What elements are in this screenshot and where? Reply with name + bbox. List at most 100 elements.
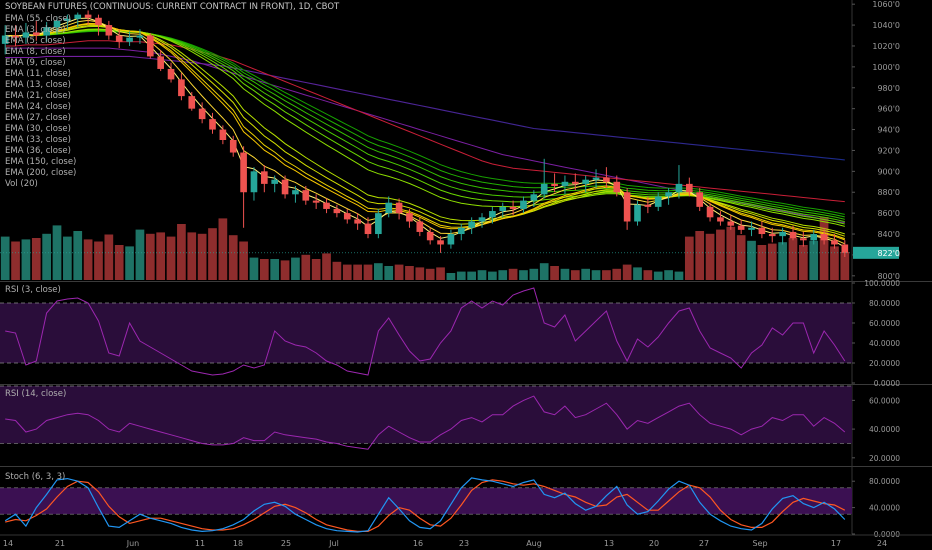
candle — [644, 204, 652, 207]
legend-item[interactable]: EMA (24, close) — [5, 102, 71, 112]
time-tick-label: Jun — [126, 539, 140, 548]
candle — [406, 213, 413, 222]
candle — [592, 177, 600, 180]
legend-item[interactable]: EMA (30, close) — [5, 124, 71, 134]
stoch-d-line — [5, 479, 846, 533]
volume-bar — [187, 232, 197, 280]
volume-bar — [405, 266, 414, 280]
volume-bar — [31, 238, 41, 280]
rsi14-tick-label: 60.0000 — [869, 396, 900, 405]
volume-bar — [197, 233, 207, 280]
legend-item[interactable]: EMA (33, close) — [5, 135, 71, 145]
volume-bar — [716, 229, 725, 280]
candle — [84, 14, 92, 18]
candle — [22, 32, 30, 38]
volume-bar — [736, 235, 746, 280]
rsi3-tick-label: 0.0000 — [874, 379, 900, 388]
candle — [416, 221, 424, 232]
legend-item[interactable]: EMA (21, close) — [5, 91, 71, 101]
volume-bar — [488, 271, 497, 280]
candle — [281, 179, 289, 195]
time-tick-label: Sep — [752, 539, 767, 548]
volume-bar — [177, 224, 186, 280]
candle — [561, 181, 569, 186]
candle — [1, 35, 9, 44]
volume-bar — [322, 253, 331, 280]
price-tick-label: 1060'0 — [872, 0, 900, 9]
time-tick-label: 23 — [459, 539, 469, 548]
ema36-line — [5, 30, 845, 215]
volume-bar — [550, 266, 559, 280]
volume-bar — [757, 245, 767, 280]
price-tick-label: 800'0 — [877, 272, 900, 281]
ema27-line — [5, 29, 845, 223]
candle — [426, 231, 434, 241]
candle — [468, 221, 475, 228]
price-tick-label: 880'0 — [877, 188, 900, 197]
rsi3-tick-label: 100.0000 — [864, 279, 900, 288]
volume-bar — [104, 234, 114, 280]
rsi14-tick-label: 20.0000 — [869, 454, 900, 463]
volume-bar — [125, 246, 134, 280]
candle — [810, 234, 818, 241]
candle — [509, 206, 517, 209]
rsi14-band — [0, 386, 852, 444]
candle — [343, 213, 351, 220]
volume-bar — [747, 240, 756, 280]
price-tick-label: 980'0 — [877, 84, 900, 93]
candle — [571, 181, 579, 184]
candle — [229, 140, 237, 153]
volume-bar — [166, 236, 176, 280]
candle — [447, 234, 455, 245]
volume-bar — [726, 226, 736, 280]
time-tick-label: 27 — [699, 539, 709, 548]
candle — [157, 56, 164, 69]
volume-bar — [799, 245, 808, 280]
legend-item[interactable]: EMA (200, close) — [5, 168, 77, 178]
time-tick-label: 21 — [55, 539, 65, 548]
legend-item[interactable]: EMA (8, close) — [5, 47, 66, 57]
candle — [188, 96, 196, 109]
candle — [74, 14, 82, 19]
volume-bar — [809, 240, 819, 280]
price-tick-label: 900'0 — [877, 167, 900, 176]
chart-title: SOYBEAN FUTURES (CONTINUOUS: CURRENT CON… — [5, 2, 340, 12]
candle — [364, 223, 372, 235]
candle — [126, 37, 133, 42]
candle — [167, 68, 175, 80]
candle — [53, 20, 61, 28]
volume-bar — [643, 270, 653, 280]
candle — [520, 200, 527, 209]
time-tick-label: Jul — [328, 539, 339, 548]
legend-item[interactable]: EMA (13, close) — [5, 80, 71, 90]
candle — [395, 202, 403, 214]
legend-item[interactable]: EMA (27, close) — [5, 113, 71, 123]
legend-item[interactable]: EMA (55, close) — [5, 14, 71, 24]
time-tick-label: Aug — [526, 539, 542, 548]
candle — [613, 181, 621, 193]
candle — [779, 231, 786, 237]
price-tick-label: 840'0 — [877, 230, 900, 239]
candle — [758, 227, 766, 235]
legend-item[interactable]: EMA (9, close) — [5, 58, 66, 68]
candle — [219, 129, 227, 140]
candle — [136, 35, 144, 38]
legend-item[interactable]: EMA (3, close) — [5, 25, 66, 35]
candle — [261, 171, 268, 184]
stoch-band — [0, 487, 852, 515]
legend-item[interactable]: Vol (20) — [5, 179, 38, 189]
volume-bar — [145, 233, 155, 280]
volume-bar — [467, 271, 476, 280]
volume-bar — [280, 260, 290, 280]
volume-bar — [394, 264, 404, 280]
volume-bar — [94, 241, 103, 280]
legend-item[interactable]: EMA (5, close) — [5, 36, 66, 46]
volume-bar — [695, 231, 705, 280]
candle — [820, 234, 828, 241]
legend-item[interactable]: EMA (150, close) — [5, 157, 77, 167]
last-price-label: 822'0 — [877, 249, 900, 258]
price-tick-label: 1020'0 — [872, 42, 900, 51]
legend-item[interactable]: EMA (36, close) — [5, 146, 71, 156]
legend-item[interactable]: EMA (11, close) — [5, 69, 71, 79]
